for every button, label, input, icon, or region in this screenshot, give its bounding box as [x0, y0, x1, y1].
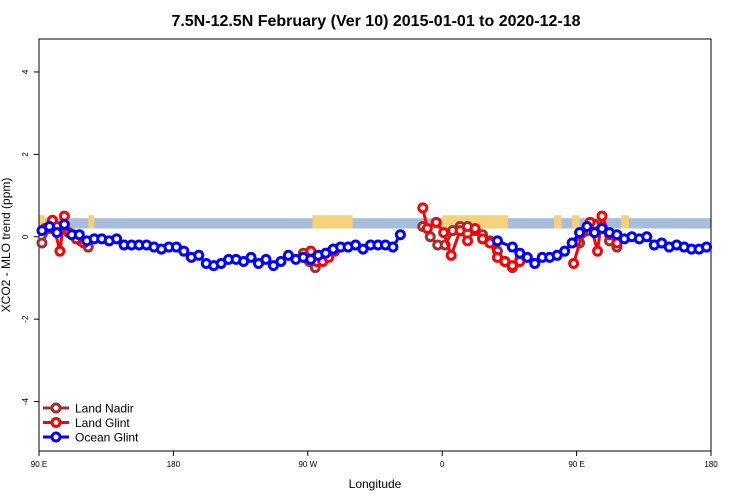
legend-label-land-nadir: Land Nadir — [75, 402, 134, 416]
ocean-glint-point — [43, 220, 55, 232]
ocean-glint-point — [394, 229, 406, 241]
y-tick-label: 0 — [21, 234, 30, 239]
x-axis: 90 E 180 90 W 0 90 E 180 — [31, 451, 718, 469]
ocean-glint-point — [641, 231, 653, 243]
ocean-glint-point — [701, 241, 713, 253]
land-glint-point — [469, 223, 481, 235]
land-glint-point — [454, 225, 466, 237]
ocean-glint-point — [491, 235, 503, 247]
background-band — [39, 215, 711, 229]
ocean-glint-point — [387, 241, 399, 253]
y-tick-label: 2 — [21, 152, 30, 157]
land-glint-point — [438, 227, 450, 239]
land-band-segment — [554, 215, 562, 229]
land-glint-point — [596, 210, 608, 222]
land-nadir-point — [36, 237, 48, 249]
ocean-glint-point — [566, 237, 578, 249]
ocean-glint-point — [245, 251, 257, 263]
y-tick-label: 4 — [21, 69, 30, 74]
y-axis: -4 -2 0 2 4 — [21, 69, 39, 405]
land-glint-point — [417, 202, 429, 214]
ocean-glint-point — [506, 241, 518, 253]
x-tick-label: 180 — [167, 460, 181, 469]
ocean-glint-series — [36, 218, 713, 272]
ocean-glint-point — [178, 245, 190, 257]
legend-label-land-glint: Land Glint — [75, 416, 130, 430]
ocean-glint-point — [581, 220, 593, 232]
x-tick-label: 90 E — [31, 460, 47, 469]
ocean-glint-point — [111, 233, 123, 245]
ocean-band — [39, 218, 711, 229]
x-tick-label: 90 W — [298, 460, 317, 469]
land-glint-point — [462, 235, 474, 247]
y-tick-label: -4 — [21, 397, 30, 405]
land-band-segment — [88, 215, 95, 229]
land-glint-point — [568, 258, 580, 270]
ocean-glint-point — [574, 227, 586, 239]
chart-title: 7.5N-12.5N February (Ver 10) 2015-01-01 … — [171, 13, 580, 30]
land-glint-point — [592, 245, 604, 257]
ocean-glint-point — [559, 245, 571, 257]
x-tick-label: 0 — [440, 460, 445, 469]
land-band-segment — [39, 215, 45, 229]
ocean-glint-point — [275, 255, 287, 267]
legend-marker-land-nadir — [50, 402, 62, 414]
land-band-segment — [312, 215, 353, 229]
land-glint-point — [445, 249, 457, 261]
land-glint-point — [421, 223, 433, 235]
ocean-glint-point — [260, 253, 272, 265]
land-glint-point — [430, 216, 442, 228]
y-tick-label: -2 — [21, 315, 30, 323]
land-glint-point — [54, 245, 66, 257]
ocean-glint-point — [58, 218, 70, 230]
x-axis-label: Longitude — [349, 477, 402, 491]
legend-label-ocean-glint: Ocean Glint — [75, 431, 139, 445]
land-band-segment — [572, 215, 580, 229]
legend-marker-ocean-glint — [50, 431, 62, 443]
ocean-glint-point — [521, 251, 533, 263]
ocean-glint-point — [51, 227, 63, 239]
ocean-glint-point — [529, 258, 541, 270]
data-series — [36, 202, 713, 274]
ocean-glint-point — [193, 249, 205, 261]
y-axis-label: XCO2 - MLO trend (ppm) — [0, 178, 13, 313]
ocean-glint-point — [73, 229, 85, 241]
legend-marker-land-glint — [50, 417, 62, 428]
x-tick-label: 180 — [704, 460, 718, 469]
land-band-segment — [621, 215, 629, 229]
x-tick-label: 90 E — [568, 460, 584, 469]
